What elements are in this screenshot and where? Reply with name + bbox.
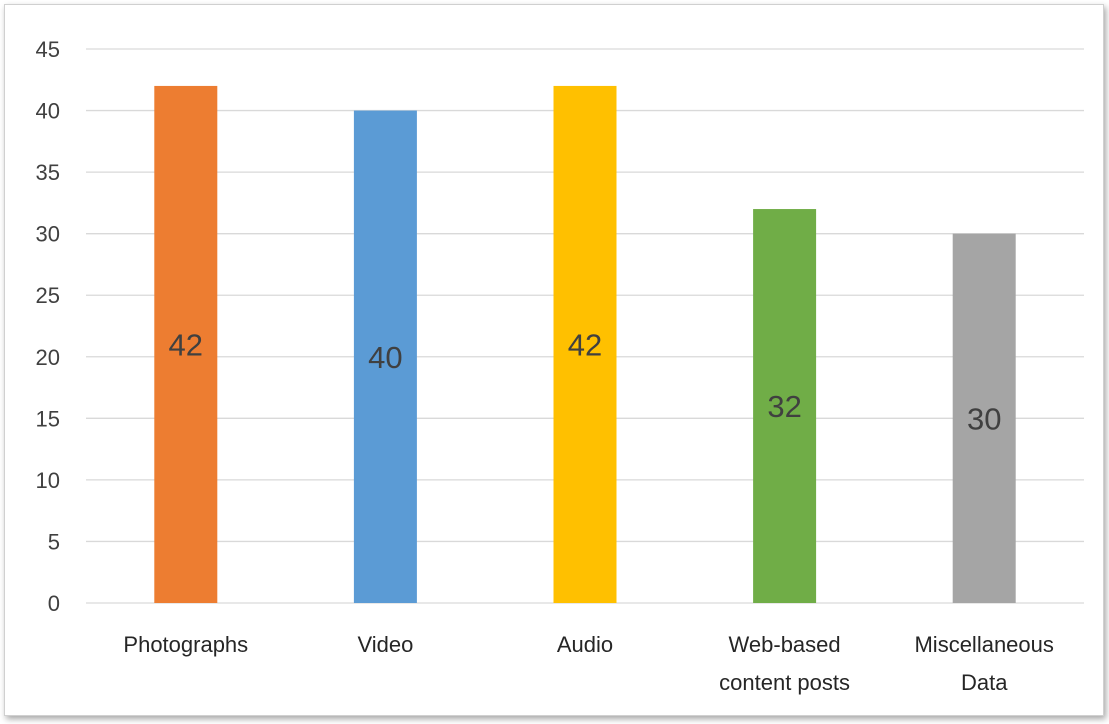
data-label: 40	[368, 340, 402, 375]
y-tick-label: 25	[36, 283, 60, 308]
y-tick-label: 45	[36, 37, 60, 62]
y-tick-label: 20	[36, 345, 60, 370]
y-tick-label: 40	[36, 99, 60, 124]
data-label: 42	[169, 327, 203, 362]
data-label: 30	[967, 401, 1001, 436]
y-tick-label: 10	[36, 468, 60, 493]
y-tick-label: 15	[36, 406, 60, 431]
y-axis-tick-labels: 0 5 10 15 20 25 30 35 40 45	[36, 37, 60, 616]
bar	[952, 233, 1016, 603]
data-label: 42	[568, 327, 602, 362]
y-tick-label: 5	[48, 529, 60, 554]
x-tick-label: Video	[357, 632, 413, 657]
x-tick-label: Miscellaneous Data	[914, 632, 1053, 695]
y-tick-label: 35	[36, 160, 60, 185]
bar	[154, 85, 218, 603]
data-labels: 42 40 42 32 30	[169, 327, 1002, 436]
bars	[154, 85, 1016, 604]
y-tick-label: 30	[36, 222, 60, 247]
bar	[553, 85, 617, 603]
bar	[353, 110, 417, 604]
x-axis-category-labels: Photographs Video Audio Web-based content po…	[123, 632, 1053, 695]
bar	[753, 209, 817, 604]
x-tick-label: Audio	[557, 632, 613, 657]
y-tick-label: 0	[48, 591, 60, 616]
x-tick-label: Web-based content posts	[719, 632, 850, 695]
data-label: 32	[767, 389, 801, 424]
x-tick-label: Photographs	[123, 632, 248, 657]
